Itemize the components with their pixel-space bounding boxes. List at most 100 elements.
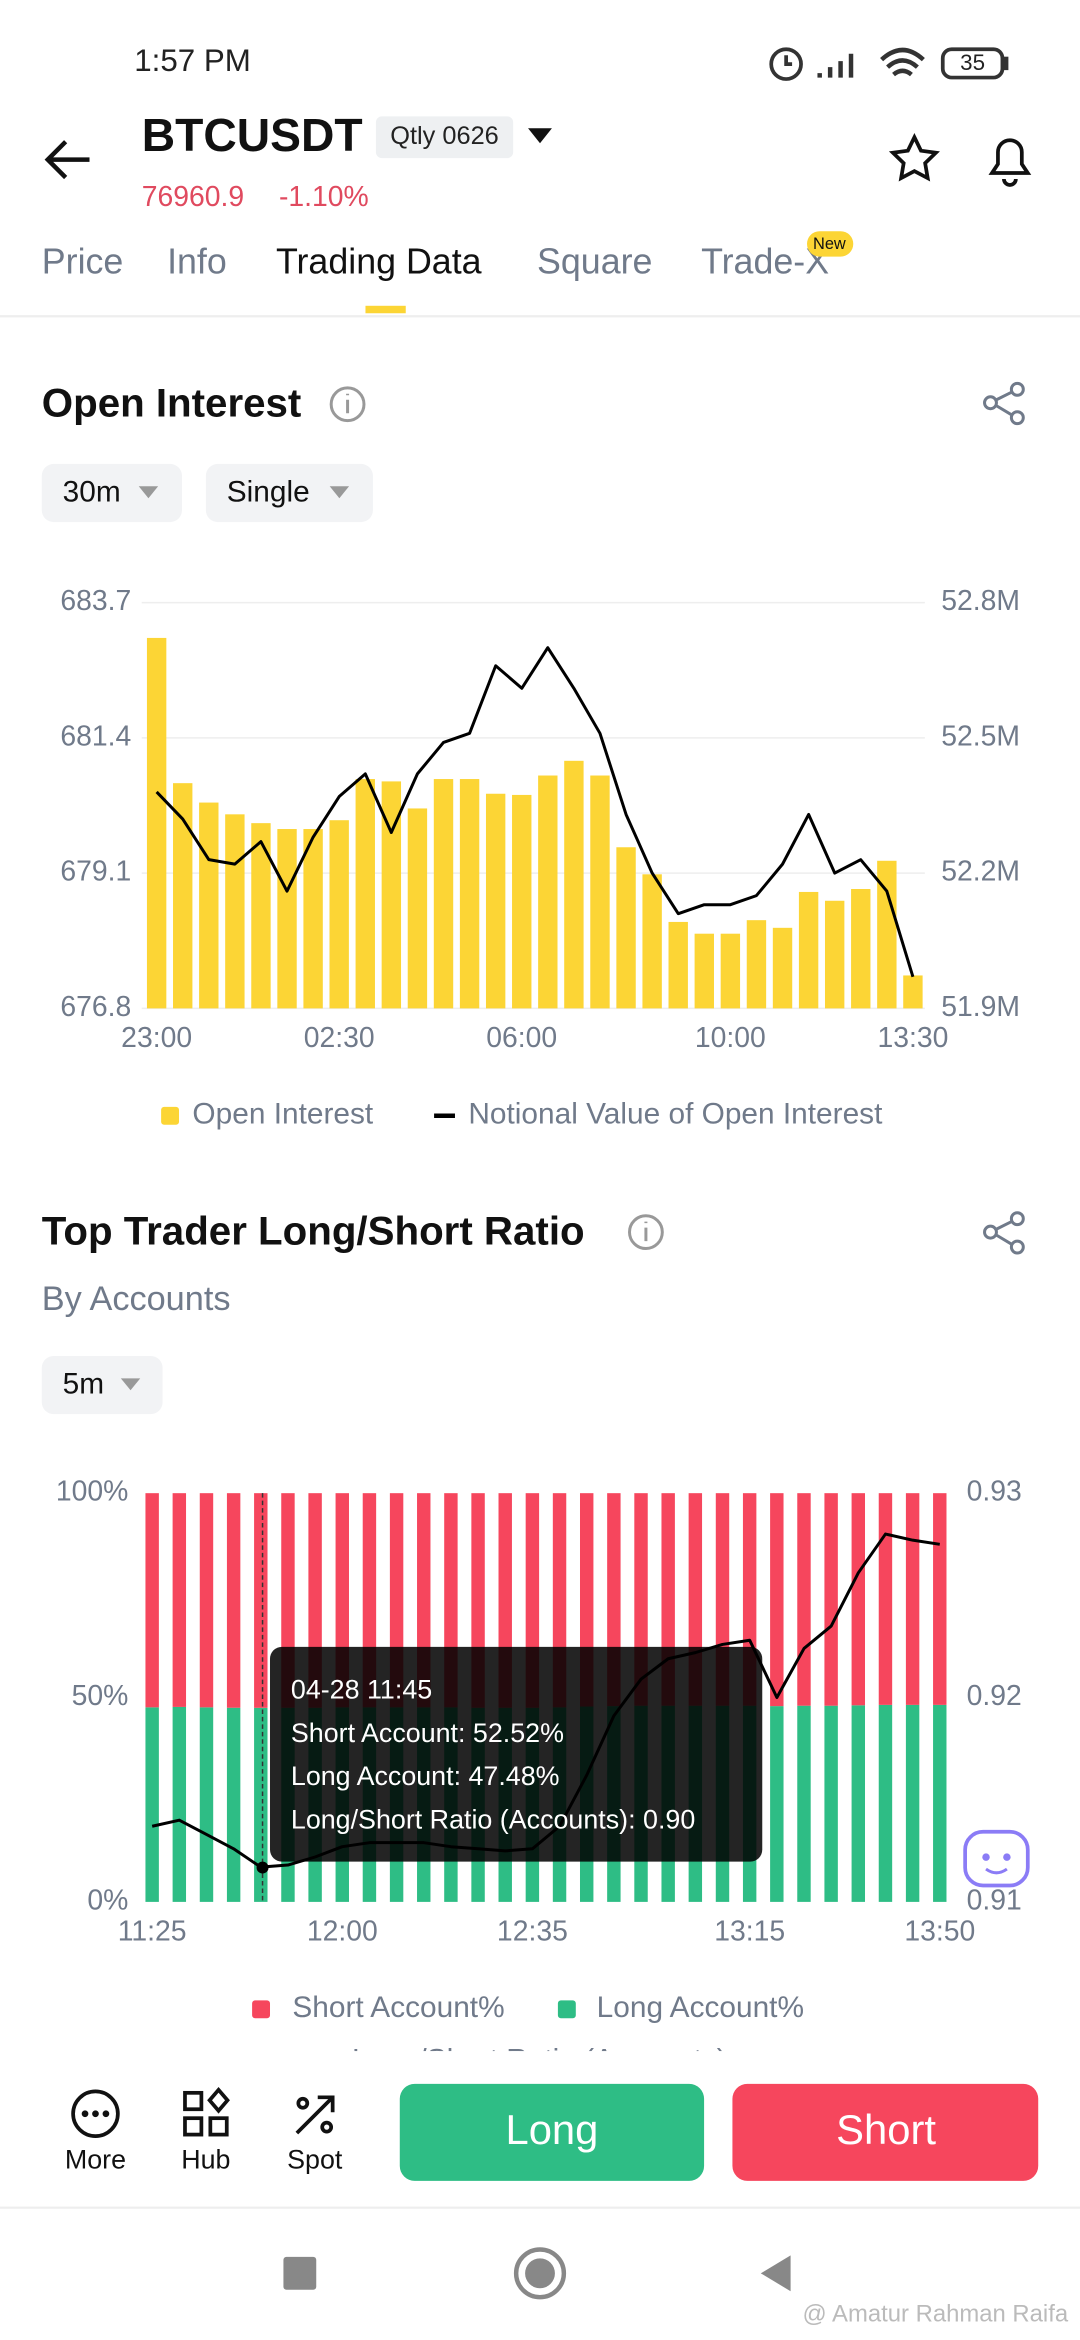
y2-tick-label: 0.91 [967, 1884, 1022, 1916]
home-button[interactable] [513, 2247, 567, 2300]
tab[interactable]: Trading Data [276, 241, 482, 281]
dropdown-arrow [138, 486, 159, 499]
bar-segment [254, 1707, 268, 1902]
y2-tick-label: 0.92 [967, 1680, 1022, 1712]
info-icon[interactable] [628, 1214, 664, 1251]
favorite-button[interactable] [888, 132, 940, 182]
bar [616, 847, 636, 1009]
long-button[interactable] [399, 2083, 705, 2181]
filter-label: Single [227, 476, 310, 509]
bar [329, 820, 349, 1009]
tooltip-title: 04-28 11:45 [291, 1675, 432, 1705]
new-badge [807, 231, 854, 257]
bar [824, 900, 845, 1009]
bar [851, 889, 871, 1009]
y2-tick-label: 0.93 [967, 1476, 1022, 1508]
price-change: -1.10% [279, 181, 369, 213]
bar-segment [172, 1706, 187, 1902]
y-tick-label: 681.4 [60, 720, 131, 752]
bar [746, 920, 767, 1009]
interval-filter[interactable] [41, 1355, 163, 1415]
nav-label[interactable]: Hub [181, 2145, 230, 2175]
more-icon[interactable] [71, 2089, 120, 2138]
bar-segment [145, 1707, 159, 1902]
bar [642, 874, 662, 1009]
bar-segment [145, 1493, 159, 1708]
mode-filter[interactable] [205, 463, 373, 523]
y2-tick-label: 52.5M [941, 720, 1020, 752]
bar [877, 860, 897, 1009]
bar [485, 793, 506, 1009]
bar [407, 808, 428, 1009]
bar-segment [226, 1493, 241, 1708]
status-time: 1:57 PM [134, 43, 251, 78]
bar [590, 775, 610, 1009]
bar [303, 829, 323, 1009]
bar [381, 781, 402, 1009]
y2-tick-label: 52.8M [941, 585, 1020, 617]
bar-segment [824, 1493, 838, 1706]
short-button[interactable] [732, 2083, 1039, 2181]
tab-indicator [365, 305, 406, 314]
back-button[interactable] [44, 140, 90, 180]
bar [772, 927, 793, 1009]
bar-segment [851, 1705, 866, 1902]
bar-segment [933, 1704, 947, 1902]
bar-segment [797, 1705, 811, 1902]
line [155, 646, 915, 978]
nav-label[interactable]: More [65, 2145, 126, 2175]
bar [146, 637, 167, 1009]
legend-label[interactable]: Open Interest [192, 1098, 373, 1131]
dropdown-arrow [120, 1378, 141, 1391]
bar [694, 933, 714, 1009]
y-tick-label: 679.1 [60, 856, 131, 888]
spot-icon[interactable] [295, 2095, 335, 2135]
bar-segment [851, 1493, 866, 1706]
legend-marker [557, 2000, 576, 2019]
info-icon[interactable] [329, 386, 366, 423]
legend-label[interactable]: Notional Value of Open Interest [468, 1098, 883, 1131]
tooltip-line: Long Account: 47.48% [291, 1761, 560, 1791]
nav-label[interactable]: Spot [287, 2145, 343, 2175]
bar-segment [199, 1493, 214, 1708]
assistant-button[interactable] [963, 1829, 1030, 1888]
filter-label: 5m [63, 1368, 104, 1401]
contract-badge[interactable] [375, 116, 514, 159]
alert-button[interactable] [988, 138, 1032, 187]
y-tick-label: 683.7 [60, 585, 131, 617]
tab[interactable]: Square [537, 241, 652, 281]
bar [355, 779, 375, 1009]
back-nav-button[interactable] [760, 2255, 791, 2292]
bar [564, 760, 584, 1009]
y-tick-label: 50% [72, 1680, 129, 1712]
legend-label[interactable]: Long Account% [597, 1991, 804, 2024]
legend-marker [252, 2000, 271, 2019]
watermark: @ Amatur Rahman Raifa [803, 2300, 1069, 2327]
bar-segment [905, 1493, 920, 1705]
interval-filter[interactable] [41, 463, 182, 523]
grid [141, 601, 925, 1010]
tab[interactable]: Price [42, 241, 124, 281]
section-title: Open Interest [42, 380, 302, 425]
bar-segment [933, 1493, 947, 1705]
bar [798, 891, 819, 1009]
tab-bar: Price Info Trading Data Square Trade-X [42, 241, 829, 281]
contract-dropdown[interactable] [528, 128, 552, 144]
share-button[interactable] [983, 381, 1025, 426]
section-subtitle: By Accounts [42, 1280, 231, 1318]
tab[interactable]: Info [167, 241, 227, 281]
share-button[interactable] [983, 1211, 1025, 1255]
short-button-label[interactable]: Short [836, 2106, 936, 2153]
recents-button[interactable] [283, 2256, 317, 2290]
bar [199, 802, 219, 1009]
section-title: Top Trader Long/Short Ratio [42, 1208, 585, 1253]
bar-segment [878, 1493, 893, 1705]
legend-label[interactable]: Short Account% [292, 1991, 504, 2024]
long-button-label[interactable]: Long [505, 2106, 598, 2153]
tooltip-line: Long/Short Ratio (Accounts): 0.90 [291, 1804, 695, 1834]
hub-icon[interactable] [183, 2086, 230, 2137]
crosshair-dot [256, 1861, 269, 1874]
bar [251, 823, 271, 1009]
